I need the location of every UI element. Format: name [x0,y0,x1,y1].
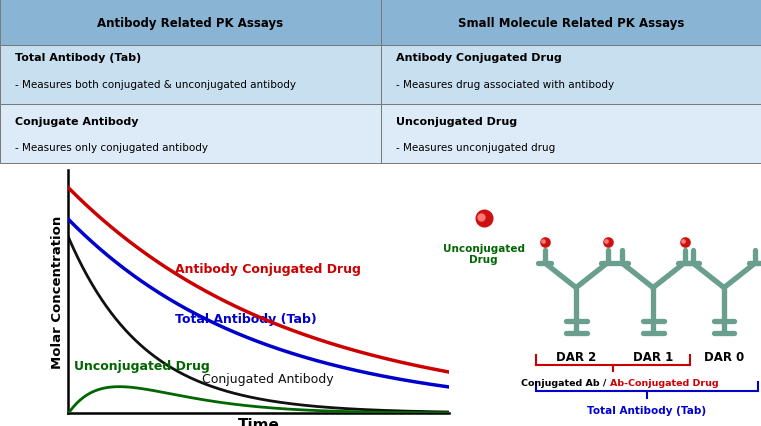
Text: DAR 2: DAR 2 [556,350,596,363]
Text: Antibody Conjugated Drug: Antibody Conjugated Drug [175,263,361,276]
FancyBboxPatch shape [380,105,761,164]
Text: Conjugated Ab /: Conjugated Ab / [521,378,610,387]
Text: DAR 1: DAR 1 [633,350,673,363]
FancyBboxPatch shape [380,46,761,105]
Text: - Measures both conjugated & unconjugated antibody: - Measures both conjugated & unconjugate… [15,80,296,90]
Text: Total Antibody (Tab): Total Antibody (Tab) [587,405,706,414]
Text: Ab-Conjugated Drug: Ab-Conjugated Drug [610,378,718,387]
Text: - Measures drug associated with antibody: - Measures drug associated with antibody [396,80,614,90]
Text: DAR 0: DAR 0 [704,350,744,363]
Text: Conjugated Antibody: Conjugated Antibody [202,372,333,385]
Text: Unconjugated
Drug: Unconjugated Drug [443,243,524,265]
FancyBboxPatch shape [0,0,380,46]
Text: Unconjugated Drug: Unconjugated Drug [396,116,517,127]
FancyBboxPatch shape [0,105,380,164]
Text: Total Antibody (Tab): Total Antibody (Tab) [15,52,142,62]
FancyBboxPatch shape [380,0,761,46]
Text: Antibody Conjugated Drug: Antibody Conjugated Drug [396,52,562,62]
Text: Total Antibody (Tab): Total Antibody (Tab) [175,312,317,325]
Text: Unconjugated Drug: Unconjugated Drug [74,360,210,372]
Text: Antibody Related PK Assays: Antibody Related PK Assays [97,17,283,29]
Y-axis label: Molar Concentration: Molar Concentration [51,216,65,368]
Text: - Measures only conjugated antibody: - Measures only conjugated antibody [15,143,209,153]
FancyBboxPatch shape [0,46,380,105]
Text: - Measures unconjugated drug: - Measures unconjugated drug [396,143,555,153]
Text: Conjugate Antibody: Conjugate Antibody [15,116,139,127]
Text: Small Molecule Related PK Assays: Small Molecule Related PK Assays [457,17,684,29]
X-axis label: Time: Time [237,417,280,426]
